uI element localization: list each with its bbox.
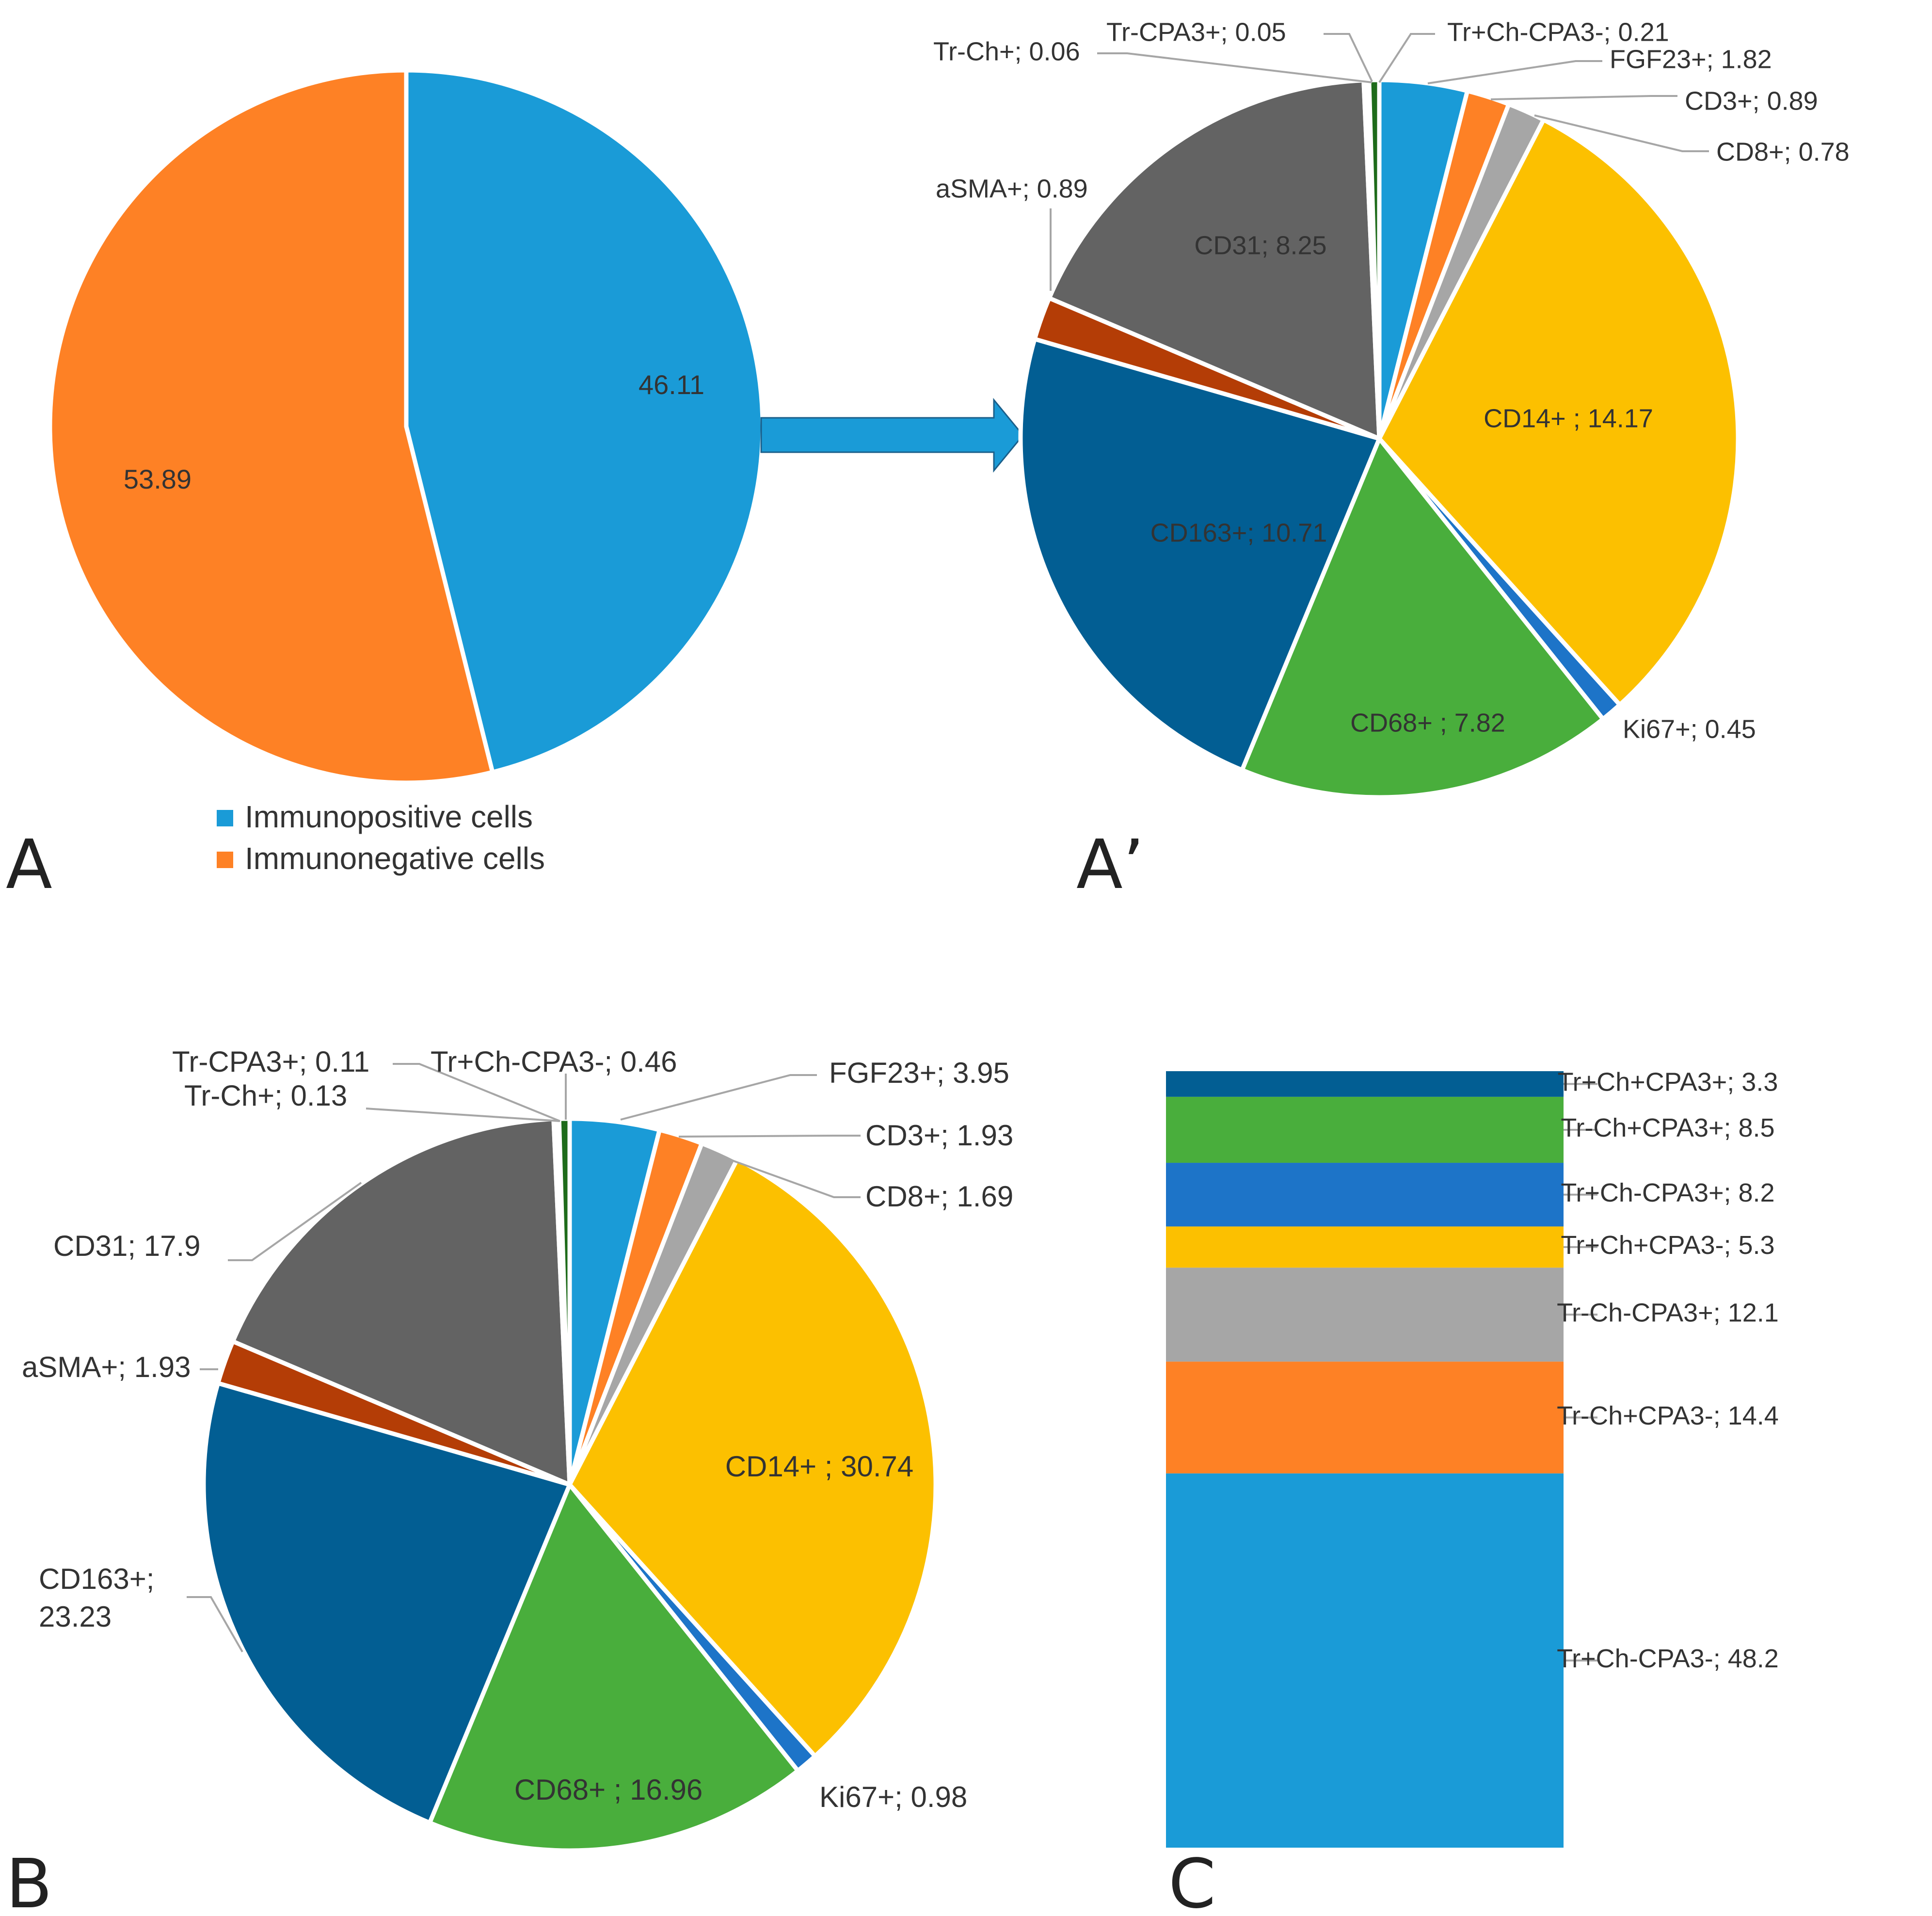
pie-a-slice-immunopositive-cells (404, 68, 765, 775)
pie-a-slices (48, 68, 765, 785)
pie-a-slice-immunonegative-cells (48, 68, 495, 785)
leader-a-prime-cd8 (1534, 114, 1709, 152)
pie-a-prime-label-tr-ch-cpa3: Tr+Ch-CPA3-; 0.21 (1447, 17, 1669, 47)
bar-c-label-tr-posch-cpa3-pos: Tr+Ch-CPA3+; 8.2 (1561, 1178, 1774, 1207)
panel-letter-a-prime: A’ (1076, 825, 1144, 904)
legend-label-immunonegative: Immunonegative cells (245, 841, 545, 876)
pie-b-slices (201, 1116, 938, 1853)
pie-a-legend: Immunopositive cells Immunonegative cell… (217, 799, 545, 876)
pie-b-label-cd163-line1: CD163+; (39, 1563, 154, 1595)
panel-c: Tr+Ch-CPA3-; 48.2 Tr-Ch+CPA3-; 14.4 Tr-Ch-… (1166, 1068, 1779, 1916)
pie-b-label-tr-ch-cpa3: Tr+Ch-CPA3-; 0.46 (431, 1045, 677, 1078)
bar-c-label-tr-ch-poscpa3: Tr-Ch+CPA3-; 14.4 (1557, 1401, 1779, 1430)
bar-c-segment-tr-ch-poscpa3-pos (1166, 1096, 1564, 1163)
pie-a-prime-label-cd31: CD31; 8.25 (1194, 231, 1326, 260)
pie-a-prime-label-cd163: CD163+; 10.71 (1150, 518, 1327, 547)
panel-letter-c: C (1168, 1845, 1216, 1916)
pie-b-label-cd14: CD14+ ; 30.74 (725, 1450, 914, 1483)
pie-a-prime-slice-cd68-pos (1240, 436, 1605, 800)
bar-c-label-tr-posch-cpa3: Tr+Ch-CPA3-; 48.2 (1557, 1644, 1779, 1673)
pie-a-prime-slice-cd31 (1047, 78, 1382, 441)
leader-b-cd8 (719, 1155, 861, 1198)
legend-swatch-immunonegative (217, 852, 233, 868)
pie-a-prime-label-cd3: CD3+; 0.89 (1685, 86, 1818, 115)
pie-b-slice-tr-posch-cpa3 (557, 1116, 572, 1487)
pie-a-prime-slices (1018, 78, 1740, 800)
leader-a-prime-cd3 (1490, 95, 1677, 100)
bar-c-segment-tr-posch-poscpa3 (1166, 1226, 1564, 1268)
bar-c-segment-tr-posch-poscpa3-pos (1166, 1071, 1564, 1097)
pie-a-prime-slice-cd163-pos (1018, 336, 1382, 773)
stacked-bar-c-segments (1166, 1071, 1564, 1848)
pie-a-prime-label-tr-ch: Tr-Ch+; 0.06 (933, 37, 1080, 66)
pie-a-prime-label-asma: aSMA+; 0.89 (936, 174, 1088, 203)
pie-b-slice-cd14-pos (567, 1157, 938, 1758)
pie-a-prime-label-fgf23: FGF23+; 1.82 (1610, 45, 1772, 74)
leader-a-prime-tr-cpa3 (1324, 33, 1373, 82)
bar-c-label-tr-ch-cpa3-pos: Tr-Ch-CPA3+; 12.1 (1557, 1298, 1779, 1327)
pie-a-label-immunopositive: 46.11 (639, 369, 704, 400)
legend-label-immunopositive: Immunopositive cells (245, 799, 533, 834)
pie-a-prime-label-ki67: Ki67+; 0.45 (1623, 714, 1756, 744)
leader-a-prime-fgf23 (1427, 60, 1602, 84)
pie-b-label-tr-cpa3: Tr-CPA3+; 0.11 (172, 1045, 369, 1078)
leader-b-cd31 (228, 1182, 362, 1261)
pie-a-prime-label-cd8: CD8+; 0.78 (1716, 137, 1850, 166)
pie-a-prime-leaders (1050, 33, 1709, 291)
pie-a-prime-label-tr-cpa3: Tr-CPA3+; 0.05 (1106, 17, 1286, 47)
bar-c-label-tr-posch-poscpa3-pos: Tr+Ch+CPA3+; 3.3 (1558, 1068, 1778, 1097)
legend-swatch-immunopositive (217, 810, 233, 826)
stacked-bar-c-labels: Tr+Ch-CPA3-; 48.2 Tr-Ch+CPA3-; 14.4 Tr-Ch-… (1557, 1068, 1779, 1673)
panel-a: 46.11 53.89 Immunopositive cells Immunon… (6, 68, 765, 904)
pie-a-prime-slice-cd14-pos (1377, 117, 1740, 707)
pie-a-label-immunonegative: 53.89 (124, 464, 192, 494)
pie-b-label-asma: aSMA+; 1.93 (22, 1351, 191, 1383)
pie-a-prime-label-cd14: CD14+ ; 14.17 (1484, 404, 1653, 433)
bar-c-segment-tr-ch-cpa3-pos (1166, 1267, 1564, 1362)
pie-b-slice-cd68-pos (427, 1482, 800, 1853)
leader-b-cd3 (678, 1135, 861, 1138)
bar-c-segment-tr-posch-cpa3-pos (1166, 1163, 1564, 1227)
pie-b-label-cd31: CD31; 17.9 (53, 1230, 201, 1262)
pie-b-label-cd3: CD3+; 1.93 (865, 1119, 1013, 1152)
leader-a-prime-tr-ch (1097, 52, 1373, 83)
panel-a-prime: Tr-CPA3+; 0.05 Tr+Ch-CPA3-; 0.21 Tr-Ch+;… (933, 17, 1850, 904)
pie-a-prime-slice-tr-posch-cpa3 (1367, 78, 1382, 441)
bar-c-segment-tr-posch-cpa3 (1166, 1473, 1564, 1848)
pie-b-label-cd8: CD8+; 1.69 (865, 1180, 1013, 1213)
pie-b-label-cd163-line2: 23.23 (39, 1600, 112, 1633)
pie-b-label-tr-ch: Tr-Ch+; 0.13 (184, 1079, 347, 1112)
panel-letter-a: A (6, 825, 52, 904)
bar-c-label-tr-ch-poscpa3-pos: Tr-Ch+CPA3+; 8.5 (1561, 1113, 1774, 1142)
leader-a-prime-tr-ch-cpa3 (1378, 33, 1435, 83)
panel-letter-b: B (6, 1845, 52, 1916)
pie-a-prime-label-cd68: CD68+ ; 7.82 (1350, 708, 1505, 737)
leader-b-fgf23 (620, 1074, 817, 1121)
leader-b-tr-cpa3 (393, 1063, 560, 1122)
pie-b-label-ki67: Ki67+; 0.98 (819, 1781, 967, 1813)
bar-c-segment-tr-ch-poscpa3 (1166, 1362, 1564, 1473)
leader-b-tr-ch (366, 1108, 560, 1122)
pie-b-slice-cd163-pos (201, 1381, 572, 1825)
leader-b-cd163 (187, 1596, 243, 1652)
bar-c-label-tr-posch-poscpa3: Tr+Ch+CPA3-; 5.3 (1561, 1231, 1774, 1260)
pie-b-label-fgf23: FGF23+; 3.95 (829, 1057, 1009, 1089)
panel-b: Tr-CPA3+; 0.11 Tr+Ch-CPA3-; 0.46 Tr-Ch+;… (6, 1045, 1013, 1916)
pie-b-leaders (187, 1063, 861, 1652)
arrow-a-to-a-prime (760, 397, 1024, 473)
pie-b-label-cd68: CD68+ ; 16.96 (514, 1773, 703, 1806)
